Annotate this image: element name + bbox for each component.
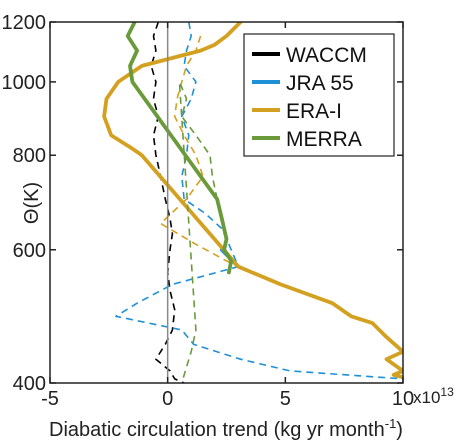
x-multiplier-exponent: 13 [440,385,454,399]
y-axis-title: Θ(K) [21,182,43,224]
y-tick-label: 400 [13,373,46,395]
x-tick-label: 5 [280,388,291,410]
series-layer [102,22,403,383]
x-axis-title-end: ) [396,419,403,441]
x-tick-label: 0 [162,388,173,410]
x-tick-label: -5 [41,388,59,410]
series-era-i-dashed [159,35,239,268]
axis-ticks: -5 0 5 10 400 600 800 1000 1200 [2,12,415,410]
y-tick-label: 1200 [2,12,47,34]
y-tick-label: 800 [13,145,46,167]
x-tick-label: 10 [392,388,414,410]
x-axis-title-sup: -1 [385,416,397,431]
series-era-i-solid [102,22,403,380]
series-merra-dashed [178,81,218,383]
legend-label-waccm: WACCM [286,44,367,67]
y-tick-label: 1000 [2,72,47,94]
legend-label-jra-55: JRA 55 [286,72,354,95]
x-axis-title: Diabatic circulation trend (kg yr month-… [49,416,403,441]
x-axis-title-main: Diabatic circulation trend (kg yr month [49,419,385,441]
legend-label-merra: MERRA [286,128,362,151]
x-multiplier-label: x1013 [413,385,454,407]
legend-label-era-i: ERA-I [286,100,342,123]
y-tick-label: 600 [13,240,46,262]
x-multiplier-base: x10 [413,388,440,407]
plot-frame [49,21,404,384]
series-jra-55-dashed [115,22,403,380]
series-merra-solid [125,22,234,275]
legend: WACCM JRA 55 ERA-I MERRA [243,33,395,157]
y-axis-title-group: Θ(K) [21,182,43,224]
series-waccm-dashed [150,22,185,383]
